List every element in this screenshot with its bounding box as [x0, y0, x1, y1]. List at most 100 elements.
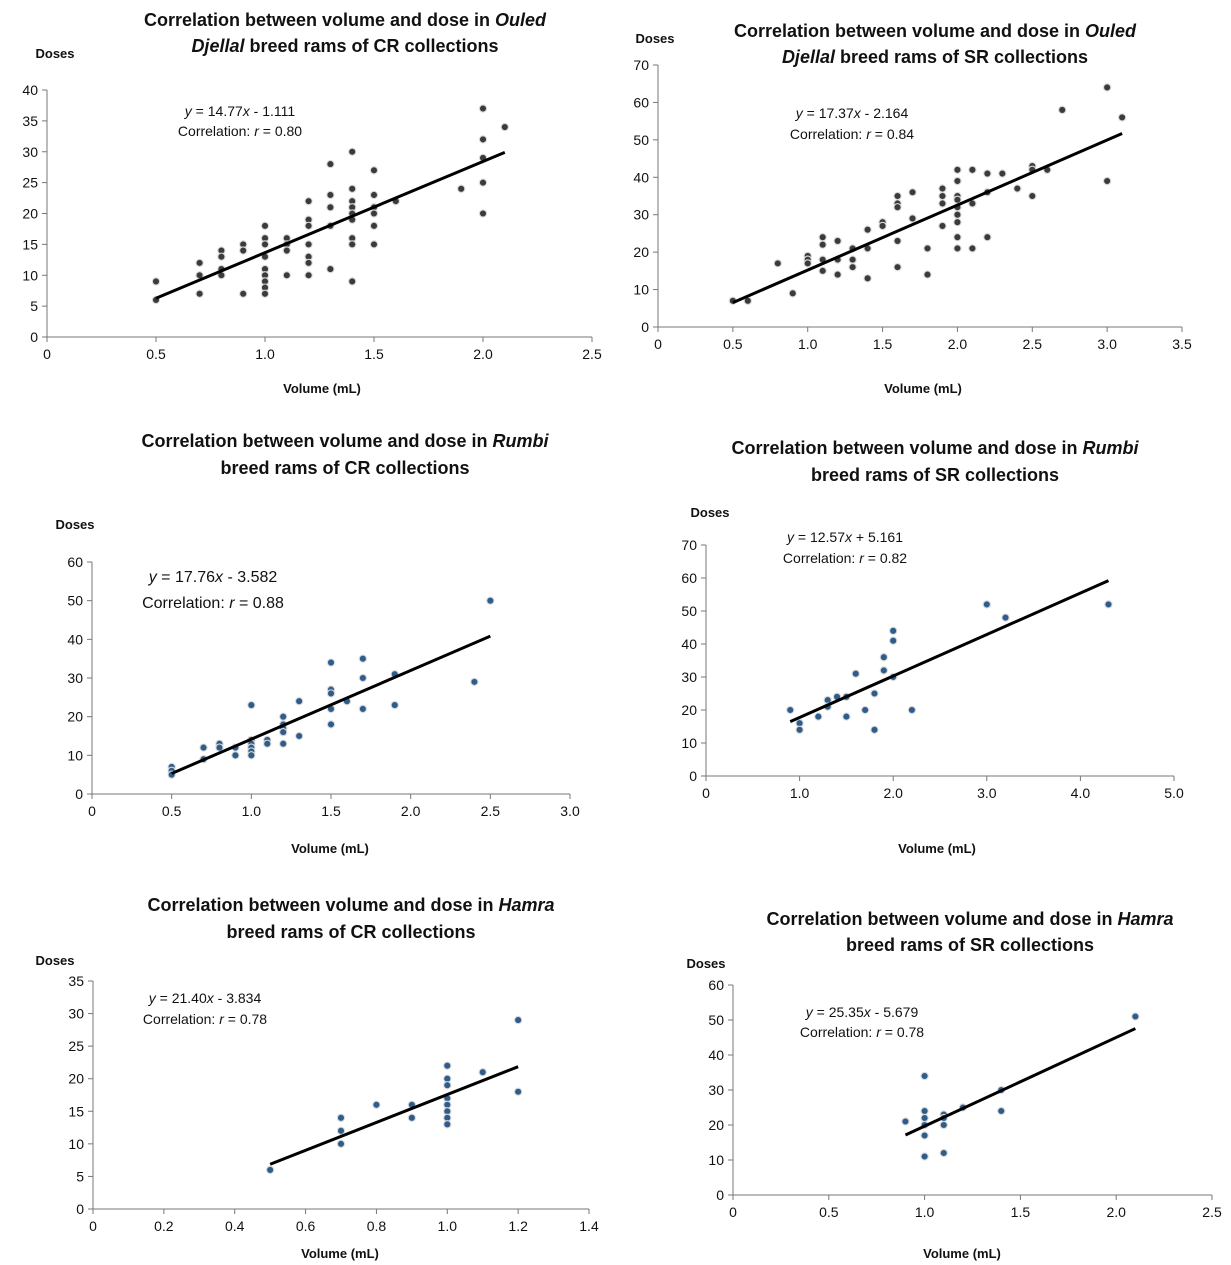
chart-title-breed: Hamra [499, 895, 555, 915]
chart-title-line2: breed rams of SR collections [811, 465, 1059, 485]
y-tick-label: 10 [67, 747, 83, 763]
chart-title-text: breed rams of CR collections [226, 922, 475, 942]
data-point [239, 289, 248, 298]
equation-part: x [214, 569, 224, 586]
correlation-label: Correlation: r = 0.78 [800, 1024, 924, 1040]
equation-part: y [786, 529, 795, 545]
data-point [326, 203, 335, 212]
equation-part: x [853, 105, 862, 121]
data-point [369, 209, 379, 218]
data-point [920, 1131, 929, 1140]
y-axis-label: Doses [35, 46, 74, 61]
x-tick-label: 1.0 [798, 336, 818, 352]
data-point [968, 244, 977, 253]
y-tick-label: 20 [22, 206, 38, 222]
data-point [478, 135, 488, 144]
chart-title-text: Correlation between volume and dose in [144, 10, 495, 30]
chart-title-text: breed rams of SR collections [835, 47, 1088, 67]
x-tick-label: 1.0 [915, 1204, 935, 1220]
data-point [848, 255, 857, 264]
x-tick-label: 0.5 [723, 336, 743, 352]
equation-part: + 5.161 [852, 529, 903, 545]
chart-title-text: Correlation between volume and dose in [731, 438, 1082, 458]
data-point [842, 712, 851, 721]
data-point [457, 184, 466, 193]
x-tick-label: 2.0 [948, 336, 968, 352]
data-point [260, 289, 270, 298]
chart-title-breed: Ouled [1085, 21, 1137, 41]
data-point [513, 1015, 523, 1025]
data-point [326, 720, 336, 729]
data-point [369, 190, 379, 200]
data-point [920, 1113, 929, 1123]
data-point [953, 233, 962, 242]
chart-title-line2: Djellal breed rams of CR collections [191, 36, 498, 56]
y-tick-label: 0 [76, 1201, 84, 1217]
correlation-part: Correlation: [800, 1024, 876, 1040]
chart-title-line1: Correlation between volume and dose in R… [731, 438, 1139, 458]
y-tick-label: 60 [633, 94, 649, 110]
x-tick-label: 1.5 [1011, 1204, 1031, 1220]
data-point [326, 190, 335, 200]
data-point [818, 266, 827, 276]
chart-title-text: breed rams of SR collections [846, 935, 1094, 955]
trendline [732, 132, 1123, 304]
chart-svg: Correlation between volume and dose in H… [35, 895, 598, 1261]
data-point [889, 636, 898, 645]
correlation-part: = 0.88 [235, 595, 284, 612]
x-axis-label: Volume (mL) [898, 841, 976, 856]
trend-equation: y = 12.57x + 5.161 [786, 529, 903, 545]
data-point [833, 270, 842, 279]
equation-part: x [206, 990, 215, 1006]
correlation-part: Correlation: [178, 123, 254, 139]
data-point [786, 705, 795, 715]
x-tick-label: 2.5 [1202, 1204, 1222, 1220]
data-point [282, 246, 291, 255]
y-tick-label: 70 [681, 537, 697, 553]
data-point [901, 1117, 910, 1126]
y-tick-label: 60 [681, 570, 697, 586]
data-point [304, 240, 313, 249]
data-point [870, 689, 879, 698]
data-point [358, 654, 368, 663]
data-point [953, 195, 962, 204]
y-tick-label: 0 [30, 329, 38, 345]
data-point [953, 165, 962, 174]
y-tick-label: 20 [67, 709, 83, 725]
correlation-part: = 0.80 [259, 123, 302, 139]
data-point [938, 184, 947, 193]
correlation-label: Correlation: r = 0.84 [790, 126, 914, 142]
y-axis-label: Doses [690, 505, 729, 520]
data-point [282, 271, 291, 280]
x-tick-label: 2.0 [883, 785, 903, 801]
y-tick-label: 50 [67, 593, 83, 609]
data-point [304, 196, 313, 206]
chart-title-breed-cont: Djellal [191, 36, 245, 56]
equation-part: y [805, 1004, 814, 1020]
correlation-part: = 0.84 [871, 126, 914, 142]
data-point [279, 739, 288, 748]
y-tick-label: 60 [67, 554, 83, 570]
data-point [788, 289, 797, 298]
data-point [239, 246, 248, 255]
correlation-part: r [866, 126, 872, 142]
data-point [336, 1139, 346, 1149]
correlation-part: = 0.82 [864, 550, 907, 566]
data-point [263, 739, 272, 748]
trendline [155, 150, 506, 300]
y-tick-label: 30 [633, 207, 649, 223]
chart-title-line2: breed rams of SR collections [846, 935, 1094, 955]
x-tick-label: 0 [43, 346, 51, 362]
equation-part: = 25.35 [813, 1004, 864, 1020]
data-point [953, 218, 962, 227]
chart-title-line1: Correlation between volume and dose in R… [141, 431, 549, 451]
equation-part: = 12.57 [794, 529, 845, 545]
y-tick-label: 0 [716, 1187, 724, 1203]
y-tick-label: 35 [68, 973, 84, 989]
x-tick-label: 2.0 [401, 803, 421, 819]
data-point [326, 159, 335, 169]
correlation-part: r [229, 595, 235, 612]
data-point [151, 277, 161, 286]
x-tick-label: 0.6 [296, 1218, 316, 1234]
data-point [1117, 113, 1127, 122]
